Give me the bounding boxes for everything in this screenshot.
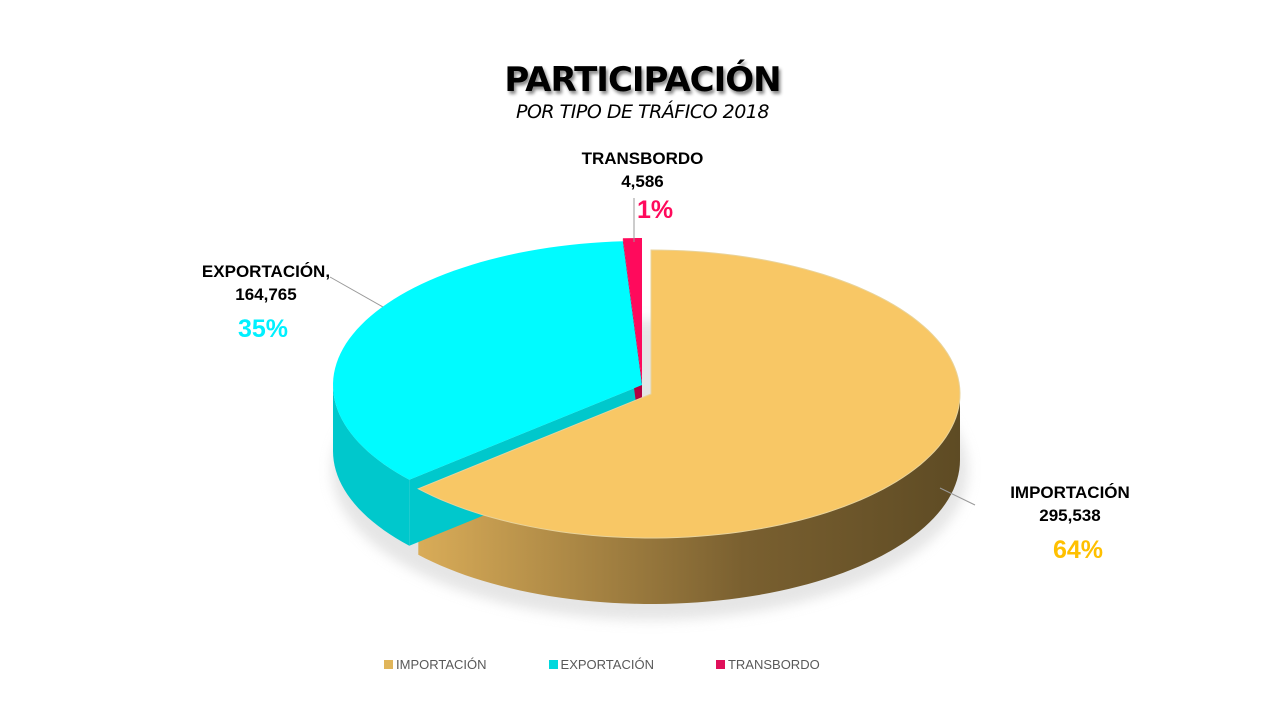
pie-side-exportacion[interactable] [333,385,410,546]
data-label-transbordo: TRANSBORDO 4,586 [581,149,704,191]
chart-title: PARTICIPACIÓN [504,60,781,100]
legend-swatch [715,660,725,669]
data-label-importacion: IMPORTACIÓN 295,538 [1010,483,1130,525]
percent-label-importacion: 64% [1053,536,1104,564]
pie-slice-transbordo[interactable] [622,238,642,382]
legend: IMPORTACIÓN EXPORTACIÓN TRANSBORDO [384,657,882,672]
legend-swatch [384,660,393,669]
percent-label-exportacion: 35% [238,315,289,343]
legend-swatch [548,660,558,669]
leader-line-importacion [939,487,976,506]
leader-line-exportacion [329,276,384,308]
pie-slice-importacion[interactable] [417,249,961,539]
legend-item-exportacion[interactable]: EXPORTACIÓN [548,657,654,672]
data-label-exportacion: EXPORTACIÓN, 164,765 [201,262,331,304]
percent-label-transbordo: 1% [637,196,674,224]
pie-side-importacion[interactable] [418,394,960,604]
pie-slice-exportacion[interactable] [333,241,642,480]
legend-item-importacion[interactable]: IMPORTACIÓN [384,657,487,672]
chart-subtitle: POR TIPO DE TRÁFICO 2018 [516,101,769,123]
legend-item-transbordo[interactable]: TRANSBORDO [715,657,820,672]
